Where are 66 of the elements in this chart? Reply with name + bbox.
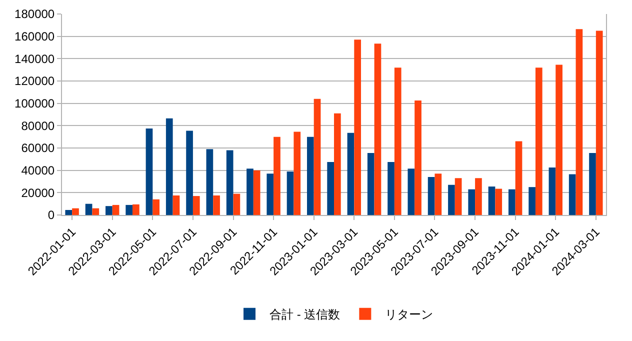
bar — [213, 195, 220, 215]
bar — [488, 186, 496, 215]
bar — [508, 189, 516, 215]
bar — [495, 188, 502, 215]
bar — [354, 40, 361, 215]
y-tick-label: 100000 — [14, 96, 55, 111]
bar — [172, 195, 180, 215]
bar — [428, 177, 435, 215]
bar — [92, 208, 100, 215]
legend-label: リターン — [385, 308, 434, 322]
y-tick-label: 0 — [48, 208, 55, 222]
bar — [253, 170, 260, 215]
bar — [414, 100, 422, 215]
bar — [528, 187, 536, 215]
bar — [596, 30, 603, 215]
bar — [374, 44, 382, 215]
bar — [233, 194, 240, 215]
bar — [515, 141, 522, 215]
bar — [286, 171, 294, 215]
bar — [246, 168, 254, 215]
bar — [568, 174, 576, 215]
y-tick-label: 160000 — [14, 30, 55, 44]
bar — [152, 199, 160, 215]
bar — [112, 204, 120, 215]
bar — [434, 174, 442, 215]
bar — [206, 149, 214, 215]
bar — [408, 168, 415, 215]
y-tick-label: 140000 — [14, 52, 55, 66]
bar — [294, 132, 301, 215]
y-tick-label: 180000 — [14, 7, 55, 22]
bar — [347, 132, 354, 215]
y-tick-label: 40000 — [21, 164, 55, 178]
bar — [274, 136, 280, 215]
bar — [146, 128, 153, 215]
y-tick-label: 20000 — [21, 186, 55, 200]
y-tick-label: 80000 — [21, 118, 55, 133]
bar — [334, 113, 341, 215]
bar — [132, 204, 140, 215]
bar — [576, 29, 583, 215]
bar — [192, 196, 200, 215]
bar — [589, 153, 596, 215]
bar — [468, 189, 476, 215]
bar — [327, 162, 334, 215]
bar — [448, 184, 455, 215]
bar — [266, 174, 274, 215]
bar — [535, 68, 542, 215]
bar — [72, 208, 79, 215]
bar — [126, 204, 133, 215]
bar — [475, 178, 482, 215]
y-tick-label: 60000 — [21, 141, 55, 156]
bar — [314, 98, 321, 215]
y-tick-label: 120000 — [14, 74, 55, 88]
legend-label: 合計 - 送信数 — [270, 308, 340, 322]
bar — [106, 206, 112, 215]
bar — [454, 178, 462, 215]
bar — [388, 162, 394, 215]
bar — [307, 136, 314, 215]
bar — [548, 168, 556, 215]
bar — [226, 150, 234, 215]
bar — [556, 64, 562, 215]
bar — [394, 68, 402, 215]
bar — [186, 130, 193, 215]
bar — [85, 204, 92, 215]
bar — [367, 153, 374, 215]
bar — [166, 118, 173, 215]
bar — [65, 210, 72, 215]
